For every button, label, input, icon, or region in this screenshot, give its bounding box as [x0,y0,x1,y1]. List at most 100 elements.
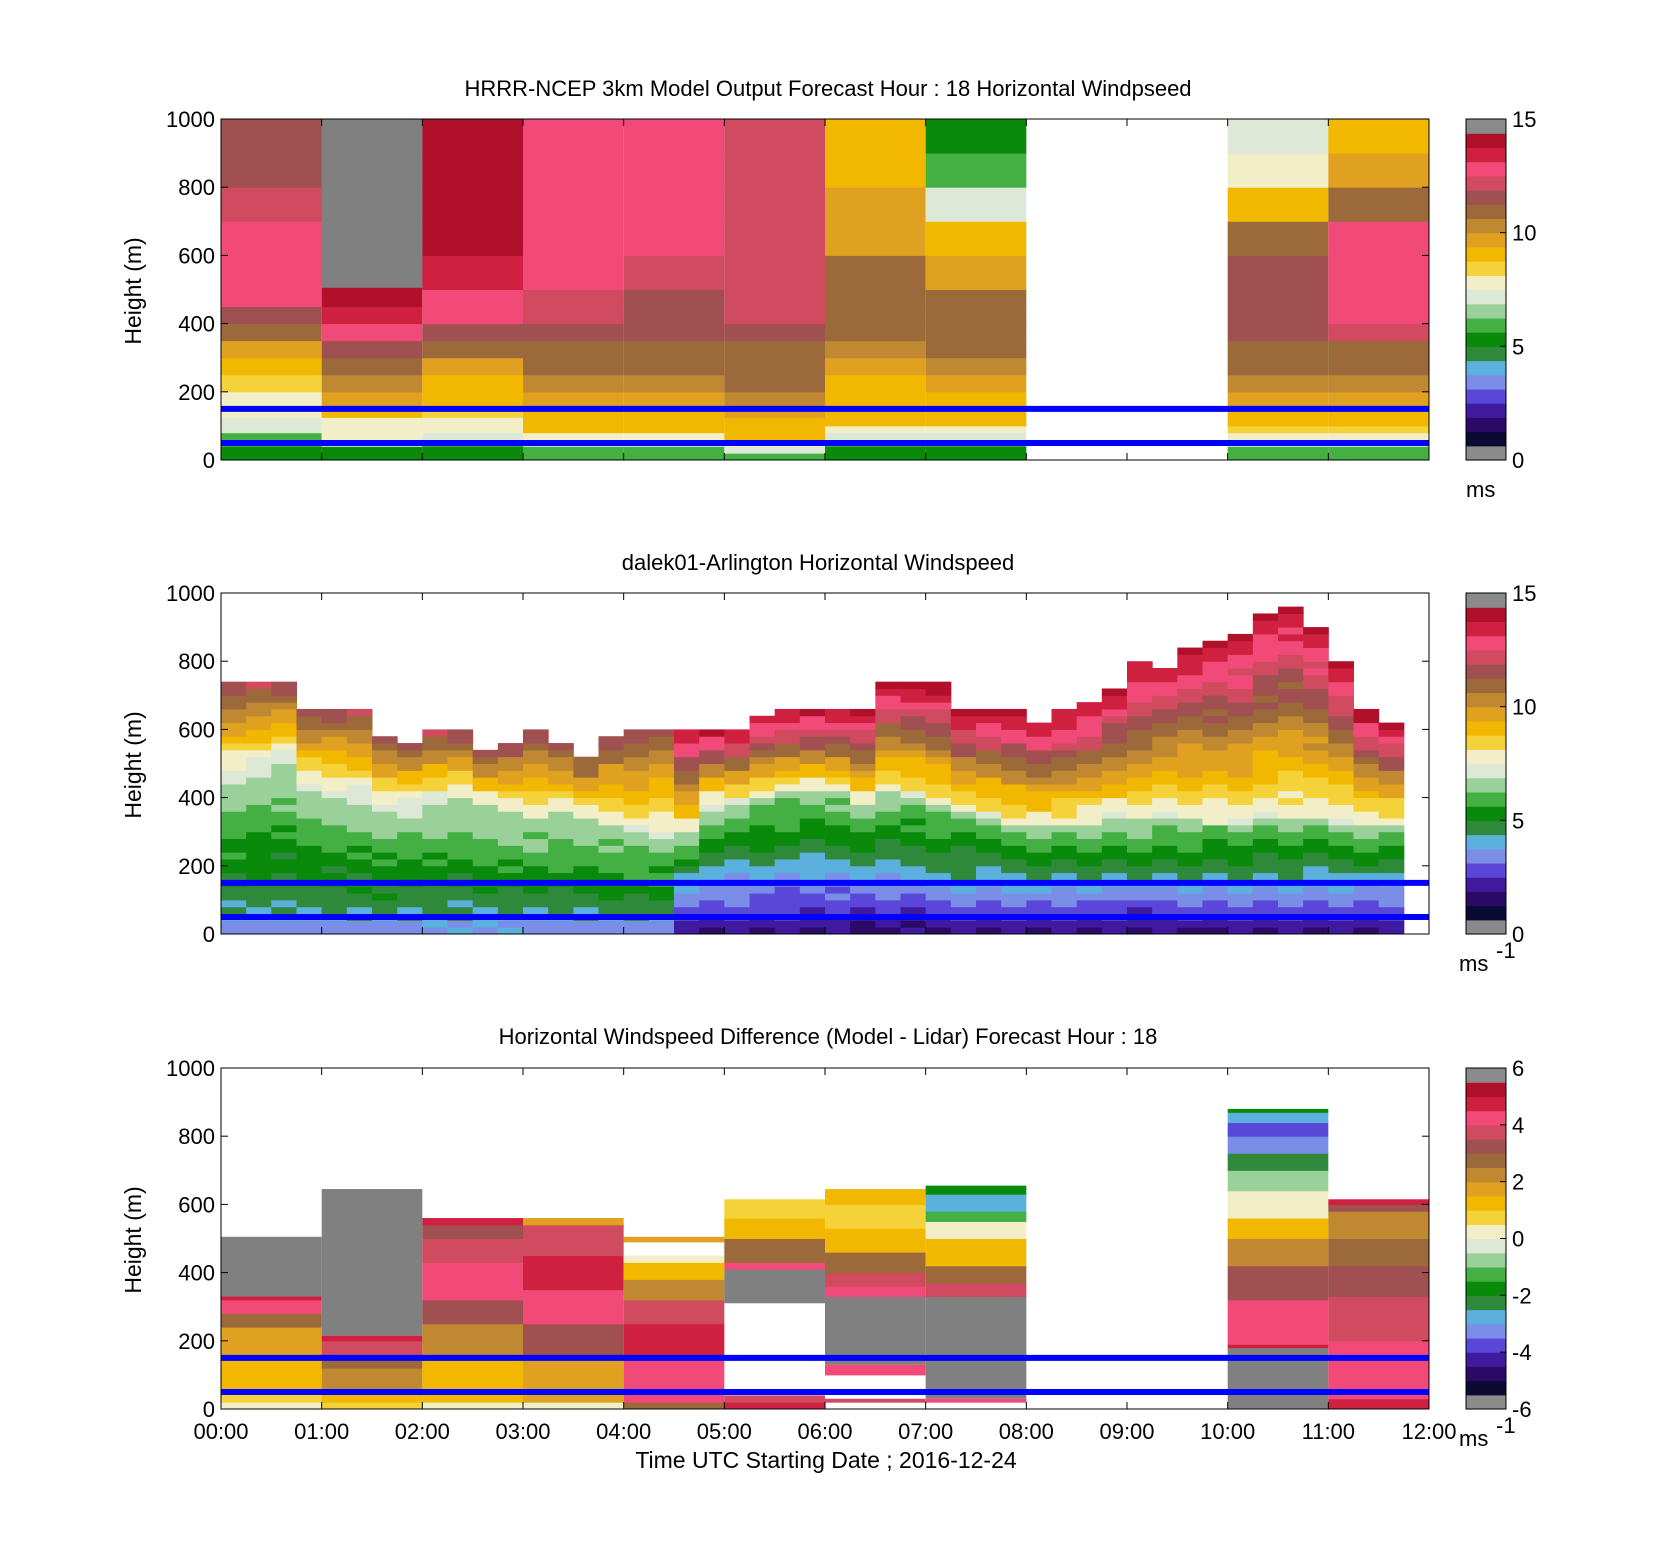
lidar-cell [1101,845,1128,853]
lidar-cell [346,715,373,724]
lidar-cell [1026,790,1052,799]
lidar-cell [1127,865,1153,874]
lidar-cell [1278,702,1304,710]
lidar-cell [699,845,725,853]
lidar-cell [447,770,474,778]
lidar-cell [271,927,297,935]
lidar-cell [472,797,499,805]
lidar-cell [1026,838,1052,846]
lidar-cell [497,906,524,915]
lidar-cell [1127,886,1153,894]
difference-cell [1227,1218,1329,1239]
lidar-cell [1252,783,1279,792]
lidar-cell [573,845,599,853]
model-cell [221,357,322,376]
lidar-cell [271,886,297,894]
lidar-cell [221,804,247,812]
model-cell [523,323,624,342]
lidar-cell [1026,831,1052,840]
difference-cell [221,1299,322,1315]
lidar-cell [925,695,952,703]
lidar-cell [1177,702,1203,710]
colorbar-segment [1466,664,1506,679]
lidar-cell [699,783,725,792]
colorbar-segment [1466,678,1506,694]
lidar-cell [976,920,1002,928]
lidar-cell [850,749,876,758]
lidar-cell [548,790,574,799]
difference-cell [1227,1153,1329,1171]
lidar-cell [749,743,776,751]
x-tick-label: 04:00 [596,1419,651,1444]
lidar-cell [950,790,977,799]
lidar-cell [548,797,574,805]
lidar-cell [1026,722,1052,730]
lidar-cell [1252,797,1279,805]
colorbar-tick-label: 15 [1512,581,1536,606]
lidar-cell [1378,797,1405,805]
lidar-cell [523,865,549,874]
lidar-cell [221,818,247,826]
lidar-cell [548,852,574,860]
lidar-cell [1152,818,1178,826]
lidar-cell [573,838,599,846]
y-tick-label: 400 [178,786,215,811]
lidar-cell [1001,838,1027,846]
colorbar-segment [1466,175,1506,191]
lidar-cell [372,872,398,880]
lidar-cell [875,681,901,689]
lidar-cell [950,736,977,744]
lidar-cell [1026,865,1052,874]
lidar-cell [497,865,524,874]
lidar-cell [372,736,398,744]
lidar-cell [271,763,297,771]
lidar-cell [976,818,1002,826]
lidar-cell [598,893,625,901]
lidar-cell [1252,756,1279,764]
y-tick-label: 200 [178,854,215,879]
lidar-cell [623,729,650,737]
colorbar-segment [1466,763,1506,779]
lidar-cell [825,831,851,840]
model-cell [221,340,322,359]
lidar-cell [623,783,650,792]
lidar-cell [774,893,801,901]
lidar-cell [749,749,776,758]
lidar-cell [1278,858,1304,867]
lidar-cell [1303,688,1329,696]
colorbar-segment [1466,332,1506,347]
difference-cell [925,1398,1027,1403]
model-cell [1328,340,1429,359]
lidar-cell [1127,783,1153,792]
lidar-cell [573,899,599,908]
colorbar-tick-label: 5 [1512,334,1524,359]
lidar-cell [1026,777,1052,785]
lidar-cell [1303,633,1329,642]
lidar-cell [1227,729,1254,737]
lidar-cell [1152,831,1178,840]
lidar-cell [1227,838,1254,846]
model-cell [825,417,926,427]
colorbar-segment [1466,388,1506,404]
colorbar-tick-label: 6 [1512,1056,1524,1081]
lidar-cell [1252,831,1279,840]
lidar-cell [1152,770,1178,778]
lidar-cell [573,852,599,860]
lidar-cell [346,770,373,778]
lidar-cell [1177,647,1203,655]
lidar-cell [422,852,448,860]
lidar-cell [1278,668,1304,676]
lidar-cell [497,899,524,908]
lidar-cell [825,770,851,778]
lidar-cell [1051,893,1078,901]
lidar-cell [1227,633,1254,642]
lidar-cell [674,736,700,744]
lidar-cell [1001,804,1027,812]
lidar-cell [1076,743,1103,751]
lidar-cell [1152,838,1178,846]
lidar-cell [1202,804,1229,812]
lidar-cell [346,872,373,880]
colorbar-segment [1466,190,1506,205]
lidar-cell [674,770,700,778]
lidar-cell [296,763,323,771]
